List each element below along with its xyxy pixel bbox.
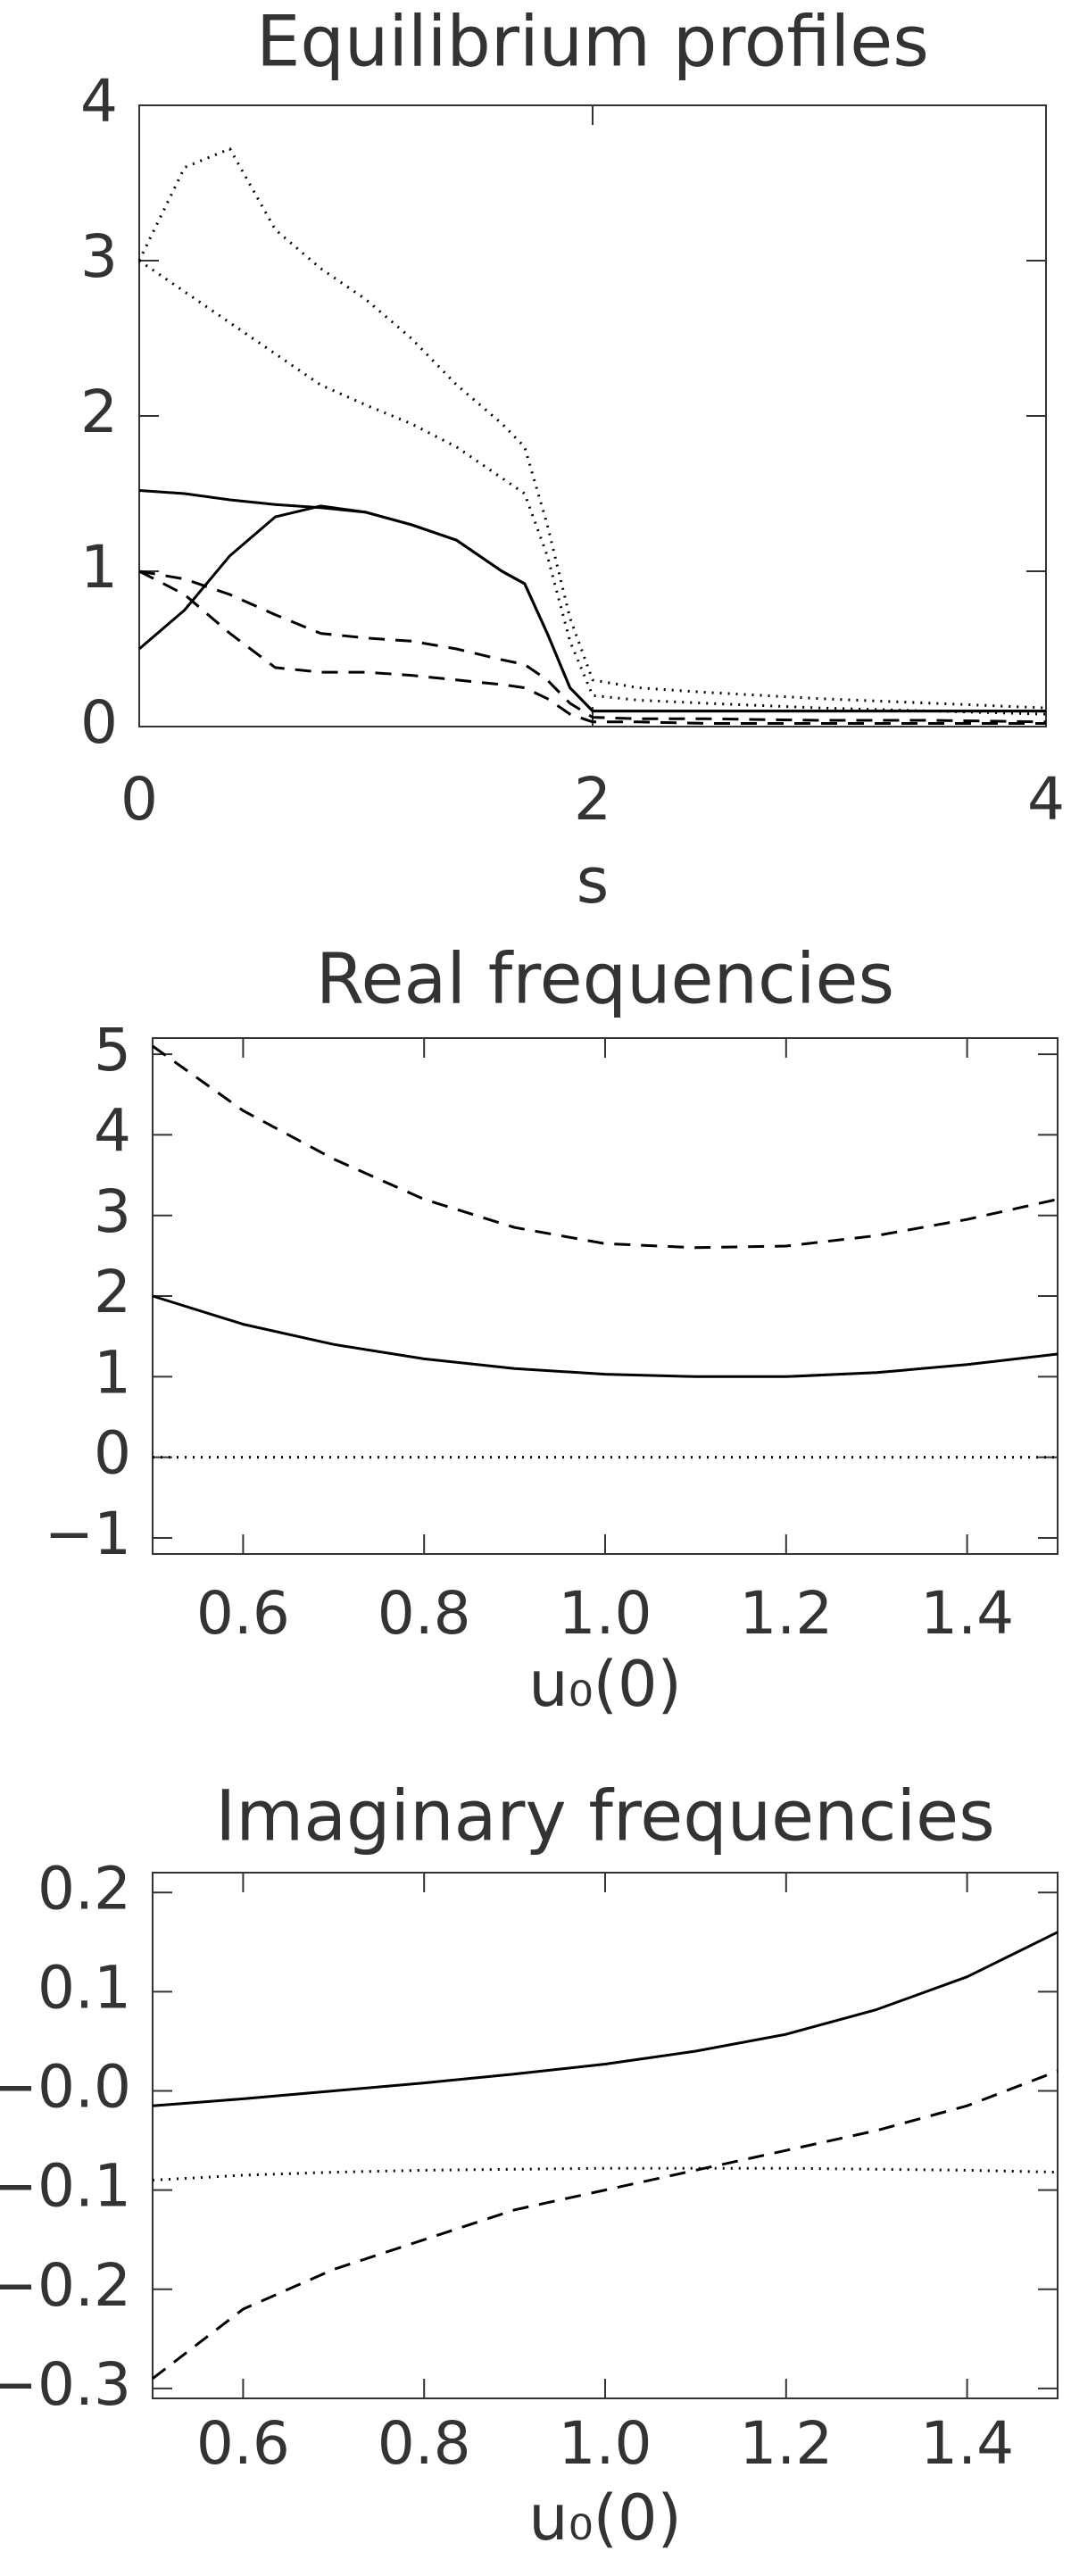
y-tick-label: 0.1: [37, 1953, 131, 2022]
data-line: [152, 1044, 1059, 1250]
plot-frame: [152, 1872, 1059, 2399]
x-axis-label: u₀(0): [528, 2481, 682, 2555]
y-tick-label: −1: [45, 1500, 131, 1568]
y-tick-label: −0.1: [0, 2152, 131, 2221]
data-line: [152, 2166, 1059, 2181]
x-tick-label: 0.6: [196, 1579, 290, 1648]
data-line: [138, 489, 1046, 713]
y-tick-label: 1: [80, 533, 118, 602]
y-tick-label: 3: [80, 222, 118, 291]
y-tick-label: −0.2: [0, 2251, 131, 2320]
x-tick-label: 0.8: [378, 2409, 471, 2478]
x-tick-label: 1.2: [739, 1579, 833, 1648]
y-tick-label: 3: [94, 1177, 131, 1246]
chart-title: Real frequencies: [316, 939, 894, 1019]
y-tick-label: 2: [94, 1258, 131, 1326]
x-tick-label: 2: [574, 765, 611, 834]
plot-frame: [152, 1037, 1059, 1555]
data-line: [152, 1931, 1059, 2107]
y-tick-label: 5: [94, 1016, 131, 1084]
x-axis-label: u₀(0): [528, 1648, 682, 1721]
data-line: [138, 259, 1047, 716]
chart-title: Imaginary frequencies: [215, 1776, 995, 1857]
x-tick-label: 1.2: [739, 2409, 833, 2478]
y-tick-label: 0.2: [37, 1854, 131, 1923]
x-tick-label: 0.8: [378, 1579, 471, 1648]
x-tick-label: 4: [1027, 765, 1065, 834]
y-tick-label: 1: [94, 1338, 131, 1407]
y-tick-label: −0.0: [0, 2053, 131, 2122]
x-tick-label: 0.6: [196, 2409, 290, 2478]
data-line: [137, 147, 1047, 710]
y-tick-label: 4: [80, 67, 118, 136]
data-line: [152, 1294, 1059, 1378]
data-line: [138, 569, 1046, 725]
chart-title: Equilibrium profiles: [256, 2, 929, 82]
data-line: [152, 2069, 1059, 2380]
y-tick-label: 4: [94, 1096, 131, 1165]
x-tick-label: 1.0: [559, 1579, 652, 1648]
y-tick-label: 0: [94, 1419, 131, 1488]
data-line: [138, 504, 1046, 713]
x-tick-label: 1.4: [920, 1579, 1014, 1648]
x-tick-label: 0: [120, 765, 158, 834]
x-axis-label: s: [577, 844, 609, 918]
x-tick-label: 1.4: [920, 2409, 1014, 2478]
y-tick-label: 2: [80, 378, 118, 446]
x-tick-label: 1.0: [559, 2409, 652, 2478]
y-tick-label: −0.3: [0, 2350, 131, 2419]
data-line: [138, 569, 1047, 724]
plot-frame: [138, 104, 1047, 727]
y-tick-label: 0: [80, 688, 118, 757]
